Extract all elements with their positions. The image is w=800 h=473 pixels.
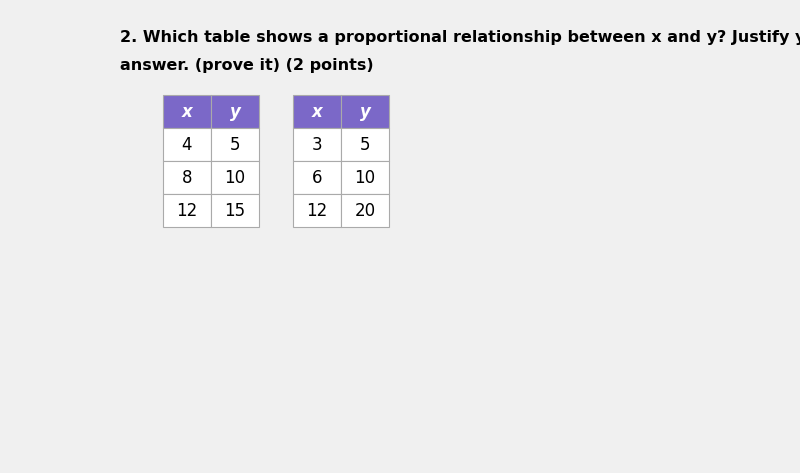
FancyBboxPatch shape [293, 194, 341, 227]
Text: 10: 10 [225, 168, 246, 186]
Text: y: y [359, 103, 370, 121]
FancyBboxPatch shape [293, 161, 341, 194]
FancyBboxPatch shape [341, 95, 389, 128]
FancyBboxPatch shape [163, 194, 211, 227]
Text: 3: 3 [312, 135, 322, 154]
Text: answer. (prove it) (2 points): answer. (prove it) (2 points) [120, 58, 374, 73]
Text: x: x [312, 103, 322, 121]
Text: 10: 10 [354, 168, 375, 186]
FancyBboxPatch shape [211, 161, 259, 194]
Text: x: x [182, 103, 192, 121]
FancyBboxPatch shape [341, 194, 389, 227]
FancyBboxPatch shape [341, 128, 389, 161]
FancyBboxPatch shape [211, 194, 259, 227]
Text: 12: 12 [176, 201, 198, 219]
FancyBboxPatch shape [163, 95, 211, 128]
Text: 2. Which table shows a proportional relationship between x and y? Justify your: 2. Which table shows a proportional rela… [120, 30, 800, 45]
Text: 5: 5 [230, 135, 240, 154]
FancyBboxPatch shape [293, 95, 341, 128]
FancyBboxPatch shape [163, 128, 211, 161]
Text: 5: 5 [360, 135, 370, 154]
Text: 6: 6 [312, 168, 322, 186]
Text: 20: 20 [354, 201, 375, 219]
Text: y: y [230, 103, 241, 121]
FancyBboxPatch shape [211, 128, 259, 161]
Text: 12: 12 [306, 201, 328, 219]
Text: 15: 15 [225, 201, 246, 219]
FancyBboxPatch shape [163, 161, 211, 194]
FancyBboxPatch shape [211, 95, 259, 128]
FancyBboxPatch shape [341, 161, 389, 194]
FancyBboxPatch shape [293, 128, 341, 161]
Text: 8: 8 [182, 168, 192, 186]
Text: 4: 4 [182, 135, 192, 154]
